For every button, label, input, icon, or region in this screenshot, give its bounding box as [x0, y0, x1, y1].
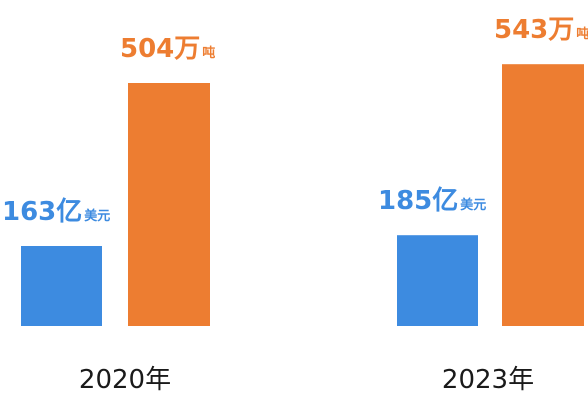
data-label-unit: 美元	[84, 208, 110, 224]
bar-tons-2023年	[502, 64, 584, 327]
bar-usd-2023年	[397, 235, 478, 326]
data-label-tons-2020年: 504万吨	[120, 34, 215, 64]
data-label-tons-2023年: 543万吨	[494, 15, 588, 45]
data-label-usd-2023年: 185亿 美元	[378, 186, 486, 216]
bar-tons-2020年	[128, 83, 210, 326]
data-label-unit: 吨	[202, 45, 215, 61]
data-label-value: 185亿	[378, 186, 458, 216]
group-label-2023: 2023年	[442, 365, 534, 395]
year-labels: 2020年 2023年	[79, 365, 534, 395]
data-label-value: 543万	[494, 15, 574, 45]
data-label-value: 163亿	[2, 197, 82, 227]
group-label-2020: 2020年	[79, 365, 171, 395]
data-label-value: 504万	[120, 34, 200, 64]
data-label-unit: 吨	[576, 26, 588, 42]
data-label-unit: 美元	[460, 197, 486, 213]
bar-usd-2020年	[21, 246, 102, 326]
data-label-usd-2020年: 163亿 美元	[2, 197, 110, 227]
